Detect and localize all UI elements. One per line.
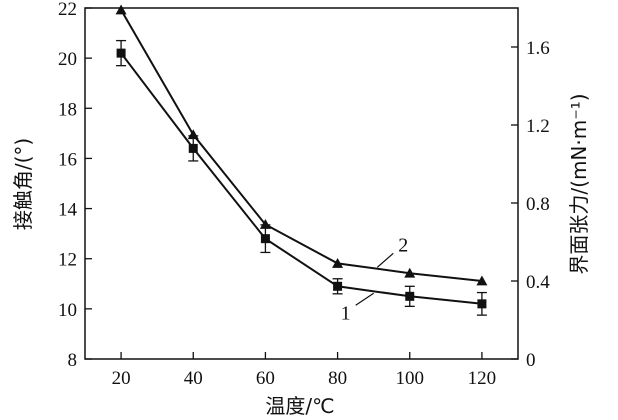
y-tick-label-left: 8: [68, 350, 78, 371]
y-tick-label-left: 16: [58, 149, 77, 170]
series-line-1: [120, 52, 483, 305]
y-axis-title-left: 接触角/(°): [11, 138, 35, 230]
y-tick-label-left: 22: [58, 0, 77, 20]
curve-label-2: 2: [398, 234, 408, 256]
y-tick-label-left: 14: [58, 200, 78, 221]
x-tick-label: 60: [256, 368, 275, 389]
y-tick-label-right: 1.6: [526, 38, 550, 59]
data-point-square: [260, 234, 270, 244]
x-tick-label: 100: [396, 368, 425, 389]
x-axis-title: 温度/℃: [265, 394, 334, 418]
y-tick-label-left: 10: [58, 300, 77, 321]
data-point-triangle: [115, 4, 127, 15]
y-tick-label-left: 12: [58, 250, 77, 271]
curve-1-leader: [355, 292, 374, 306]
data-point-square: [116, 48, 126, 58]
plot-frame: [84, 7, 519, 360]
series-line-2: [120, 9, 483, 282]
data-point-triangle: [332, 257, 344, 268]
x-tick-label: 40: [184, 368, 203, 389]
data-point-square: [188, 143, 198, 153]
curve-2-leader: [376, 252, 394, 268]
data-point-triangle: [187, 129, 199, 140]
text-layer: 温度/℃ 接触角/(°) 界面张力/(mN·m⁻¹): [11, 93, 591, 418]
data-point-square: [333, 281, 343, 291]
y-tick-label-right: 0.4: [526, 272, 550, 293]
y-tick-label-right: 1.2: [526, 116, 550, 137]
y-tick-label-left: 18: [58, 99, 77, 120]
x-tick-label: 80: [328, 368, 347, 389]
x-tick-label: 120: [468, 368, 497, 389]
x-tick-label: 20: [112, 368, 131, 389]
y-axis-title-right: 界面张力/(mN·m⁻¹): [567, 93, 591, 274]
y-tick-label-left: 20: [58, 49, 77, 70]
data-point-square: [405, 291, 415, 301]
data-point-triangle: [259, 218, 271, 229]
data-point-square: [477, 299, 487, 309]
data-point-triangle: [404, 267, 416, 278]
curve-label-1: 1: [341, 302, 351, 324]
series-layer: 12: [115, 4, 488, 324]
data-point-triangle: [476, 275, 488, 286]
y-tick-label-right: 0.8: [526, 194, 550, 215]
axes-layer: 20 40 60 80 100 12081012141618202200.40.81.21…: [58, 0, 550, 389]
y-tick-label-right: 0: [526, 350, 536, 371]
